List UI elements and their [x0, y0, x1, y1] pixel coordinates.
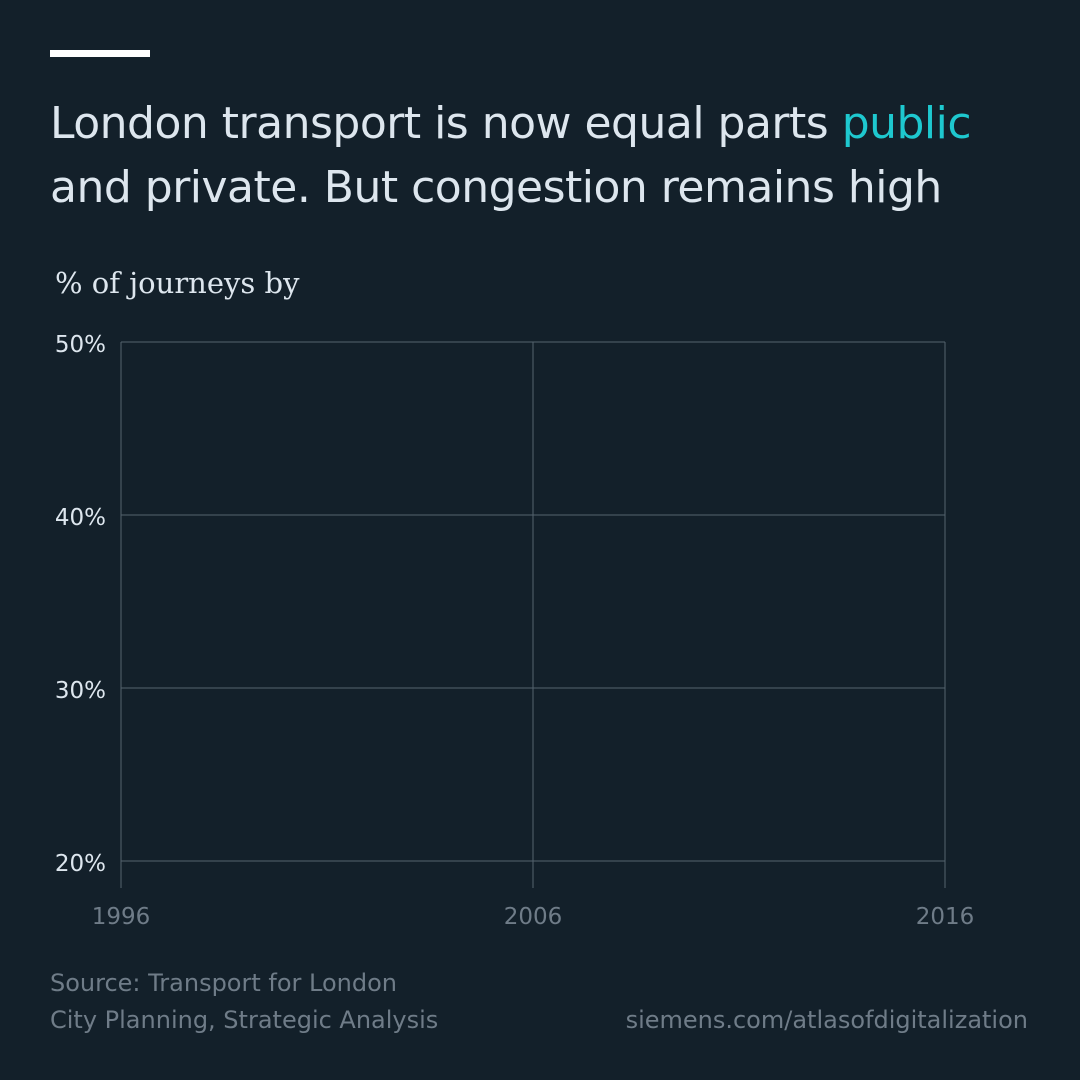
x-tick-label: 1996	[92, 904, 151, 930]
source-line-1: Source: Transport for London	[50, 969, 397, 997]
source-note: Source: Transport for London City Planni…	[50, 965, 438, 1039]
headline-part-1: London transport is now equal parts	[50, 98, 842, 149]
y-tick-label: 50%	[55, 332, 106, 358]
source-line-2: City Planning, Strategic Analysis	[50, 1006, 439, 1034]
y-tick-label: 30%	[55, 678, 106, 704]
headline: London transport is now equal parts publ…	[50, 92, 1050, 220]
headline-part-2: and private. But congestion remains high	[50, 162, 942, 213]
y-tick-label: 20%	[55, 851, 106, 877]
y-tick-label: 40%	[55, 505, 106, 531]
accent-bar	[50, 50, 150, 57]
headline-accent-word: public	[841, 98, 972, 149]
y-axis-title: % of journeys by	[55, 266, 300, 300]
x-tick-label: 2016	[916, 904, 975, 930]
site-link[interactable]: siemens.com/atlasofdigitalization	[625, 1006, 1028, 1034]
x-tick-label: 2006	[504, 904, 563, 930]
